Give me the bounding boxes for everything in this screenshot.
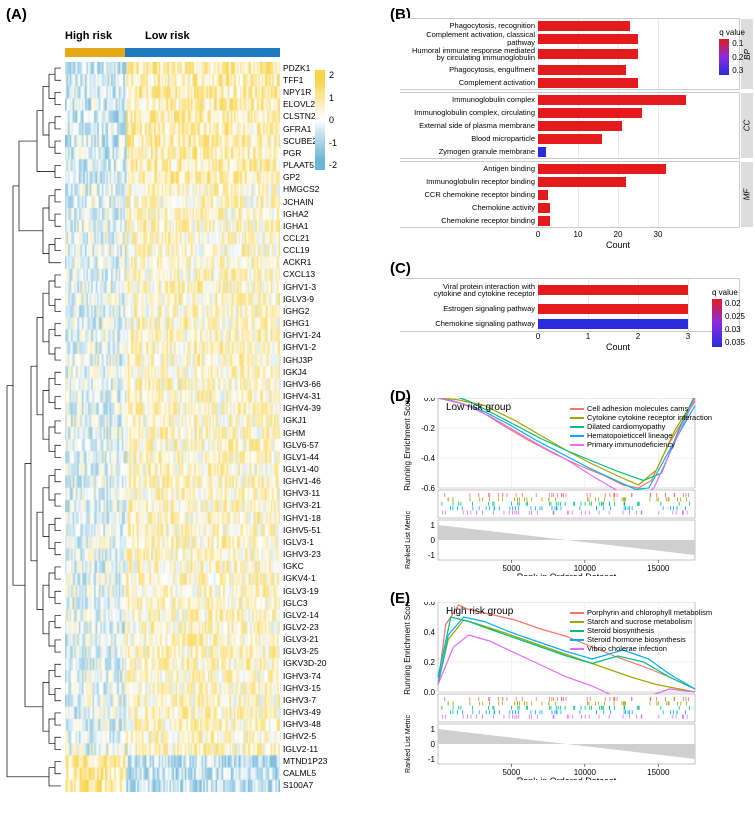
gene-label: IGKC [283, 562, 338, 571]
svg-text:-1: -1 [428, 755, 436, 764]
svg-text:Ranked List Metric: Ranked List Metric [405, 511, 412, 569]
gene-label: IGHV1-24 [283, 331, 338, 340]
heatmap-panel: High risk Low risk PDZK1TFF1NPY1RELOVL2C… [5, 30, 335, 795]
svg-text:15000: 15000 [647, 564, 670, 573]
gene-label: IGHV1-46 [283, 477, 338, 486]
svg-text:Running Enrichment Score: Running Enrichment Score [403, 398, 412, 491]
gene-label: IGLV3-1 [283, 538, 338, 547]
gene-label: IGKV3D-20 [283, 659, 338, 668]
panel-label: (C) [390, 260, 411, 277]
svg-text:-0.4: -0.4 [421, 454, 435, 463]
gene-label: IGLV2-14 [283, 611, 338, 620]
gene-label: IGLV3-25 [283, 647, 338, 656]
gene-label: IGHA2 [283, 210, 338, 219]
go-enrichment-bars: Phagocytosis, recognition Complement act… [400, 18, 740, 248]
gene-label: IGHA1 [283, 222, 338, 231]
gene-label: IGLV3-19 [283, 587, 338, 596]
dendrogram [5, 62, 63, 792]
gene-label: IGHV3-11 [283, 489, 338, 498]
svg-text:15000: 15000 [647, 768, 670, 777]
gene-label: IGHV3-49 [283, 708, 338, 717]
heatmap-legend: 210-1-2 [315, 70, 337, 170]
risk-label-high: High risk [65, 30, 112, 42]
kegg-bars: Viral protein interaction withcytokine a… [400, 278, 740, 350]
svg-text:0.0: 0.0 [424, 398, 436, 403]
gene-label: IGHV3-23 [283, 550, 338, 559]
gene-label: IGLV6-57 [283, 441, 338, 450]
gene-label: IGHV3-66 [283, 380, 338, 389]
gsea-high-risk: 0.6 0.4 0.2 0.0 High risk group Running Enric… [400, 602, 745, 782]
gene-label: IGHV3-7 [283, 696, 338, 705]
gene-label: IGKJ1 [283, 416, 338, 425]
svg-text:Running Enrichment Score: Running Enrichment Score [403, 602, 412, 695]
svg-text:0: 0 [431, 740, 436, 749]
svg-text:1: 1 [431, 521, 436, 530]
svg-text:0.6: 0.6 [424, 602, 436, 607]
gene-label: IGLV3-21 [283, 635, 338, 644]
heatmap [65, 62, 280, 792]
gene-label: IGKV4-1 [283, 574, 338, 583]
gene-label: CALML5 [283, 769, 338, 778]
gene-label: IGHV1-2 [283, 343, 338, 352]
gene-label: IGHV1-3 [283, 283, 338, 292]
panel-label: (A) [6, 6, 27, 23]
gene-label: IGLV2-23 [283, 623, 338, 632]
gene-label: MTND1P23 [283, 757, 338, 766]
gene-label: IGHV3-74 [283, 672, 338, 681]
gene-label: IGLV1-40 [283, 465, 338, 474]
risk-label-low: Low risk [145, 30, 190, 42]
gene-label: IGHM [283, 429, 338, 438]
gene-label: IGHV3-15 [283, 684, 338, 693]
svg-text:0.2: 0.2 [424, 658, 436, 667]
svg-text:1: 1 [431, 725, 436, 734]
svg-text:0.0: 0.0 [424, 688, 436, 697]
gene-label: HMGCS2 [283, 185, 338, 194]
gene-label: IGHV1-18 [283, 514, 338, 523]
svg-text:Rank in Ordered Dataset: Rank in Ordered Dataset [517, 776, 617, 780]
svg-text:-0.2: -0.2 [421, 424, 435, 433]
gene-label: CCL21 [283, 234, 338, 243]
svg-text:-1: -1 [428, 551, 436, 560]
svg-text:0.4: 0.4 [424, 628, 436, 637]
gene-label: IGHG2 [283, 307, 338, 316]
gene-label: JCHAIN [283, 198, 338, 207]
svg-text:Rank in Ordered Dataset: Rank in Ordered Dataset [517, 572, 617, 576]
svg-text:High risk group: High risk group [446, 606, 514, 617]
svg-text:0: 0 [431, 536, 436, 545]
gene-labels: PDZK1TFF1NPY1RELOVL2CLSTN2GFRA1SCUBE2PGR… [283, 62, 338, 792]
gene-label: IGHV2-5 [283, 732, 338, 741]
gene-label: GP2 [283, 173, 338, 182]
gsea-low-risk: 0.0 -0.2 -0.4 -0.6 Low risk group Running Enr… [400, 398, 745, 578]
gene-label: IGHG1 [283, 319, 338, 328]
gene-label: IGHJ3P [283, 356, 338, 365]
gene-label: IGHV3-21 [283, 501, 338, 510]
svg-text:-0.6: -0.6 [421, 484, 435, 493]
gene-label: IGLV2-11 [283, 745, 338, 754]
svg-text:Ranked List Metric: Ranked List Metric [405, 715, 412, 773]
gene-label: ACKR1 [283, 258, 338, 267]
gene-label: IGHV5-51 [283, 526, 338, 535]
gene-label: S100A7 [283, 781, 338, 790]
risk-bar [65, 48, 280, 57]
svg-text:Low risk group: Low risk group [446, 402, 511, 413]
gene-label: CCL19 [283, 246, 338, 255]
gene-label: IGHV4-31 [283, 392, 338, 401]
gene-label: IGLV3-9 [283, 295, 338, 304]
gene-label: IGLV1-44 [283, 453, 338, 462]
gene-label: IGHV3-48 [283, 720, 338, 729]
gene-label: IGKJ4 [283, 368, 338, 377]
gene-label: CXCL13 [283, 270, 338, 279]
gene-label: IGLC3 [283, 599, 338, 608]
gene-label: IGHV4-39 [283, 404, 338, 413]
